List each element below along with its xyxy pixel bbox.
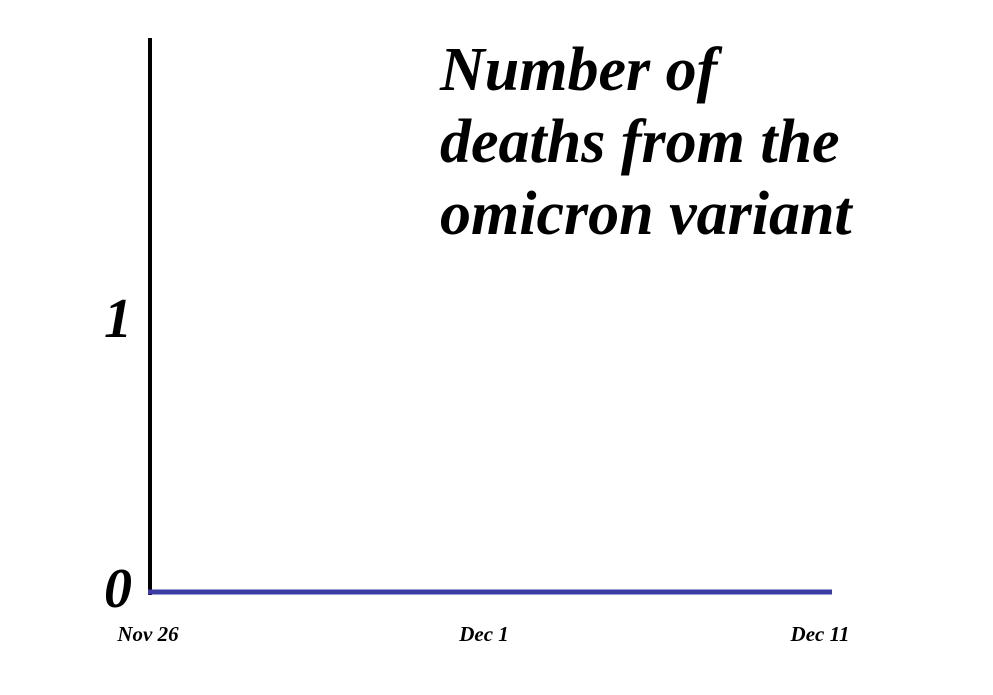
x-tick-label: Nov 26: [116, 622, 179, 646]
chart-title: Number of deaths from the omicron varian…: [440, 36, 852, 248]
y-tick-label: 0: [104, 558, 132, 620]
x-tick-label: Dec 11: [790, 622, 850, 646]
y-tick-label: 1: [104, 288, 132, 350]
x-tick-label: Dec 1: [458, 622, 509, 646]
